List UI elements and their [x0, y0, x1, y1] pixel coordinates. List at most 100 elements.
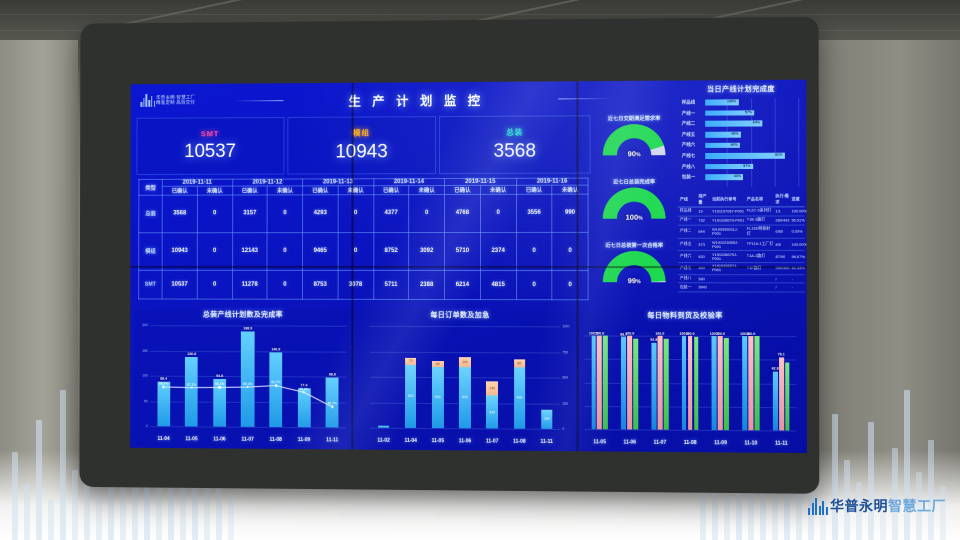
hbar-fill: 100% [705, 99, 739, 106]
chart-bar-label: 100.0 [685, 331, 695, 336]
table-row: 产线八 580 /- [677, 274, 805, 284]
plan-table-cell: 3092 [408, 232, 445, 271]
order-table-cell: Y191028079J-P001 [709, 250, 745, 263]
plan-table-sub-header: 未确认 [552, 185, 589, 195]
chart-bar-校验率 [627, 335, 633, 430]
order-table-header: 进度 [789, 191, 805, 207]
order-table-cell: 产线七 [677, 262, 697, 275]
hbar-value: 40% [730, 142, 738, 147]
plan-table-cell: 5710 [444, 232, 481, 271]
plan-table-cell: 4293 [302, 194, 338, 233]
plan-table-row-label: SMT [138, 269, 163, 300]
plan-table-cell: 0 [267, 232, 303, 271]
order-table-cell: W191023065J-P001 [709, 238, 745, 251]
hbar-row: 产线二 64% [682, 119, 801, 128]
order-table-cell: TF11A-1工厂灯 [744, 238, 774, 251]
plan-table-head: 类型 2019-11-11 2019-11-12 2019-11-13 2019-11-… [138, 178, 589, 196]
plan-table-cell: 9465 [302, 232, 338, 271]
gauge-2: 近七日总装完成率 100% [593, 178, 676, 242]
chart-xlabel: 11-04 [404, 437, 417, 444]
order-table-cell: 644 [696, 224, 710, 239]
chart-xlabel: 11-10 [744, 440, 758, 447]
plan-table-cell: 12143 [232, 232, 268, 270]
gauge-value: 99% [627, 276, 641, 285]
order-table-cell: 100.00% [789, 238, 807, 251]
chart-segment-label: 100 [462, 359, 468, 364]
hbar-row: 包装一 43% [682, 173, 801, 181]
order-table-cell [744, 274, 774, 284]
hbar-row: 产线五 40% [682, 130, 801, 139]
chart-xlabel: 11-05 [593, 439, 606, 446]
order-table-cell: 产线八 [677, 274, 697, 284]
order-table-cell: T1A-3路灯 [744, 250, 774, 263]
hbar-value: 57% [743, 163, 751, 168]
page-title: 生 产 计 划 监 控 [348, 93, 485, 109]
order-table-cell: FL2C-3系列灯 [744, 206, 774, 216]
line-plan-progress-plot: 样品线 100% 产线一 57% 产线二 64% 产线五 40% 产线六 40% 产线七 81% 产线八… [682, 98, 801, 187]
line-plan-progress-chart: 当日产线计划完成度 样品线 100% 产线一 57% 产线二 64% 产线五 40% 产线六 40… [680, 84, 803, 190]
plan-table-cell: 3078 [337, 270, 374, 300]
hbar-fill: 64% [705, 120, 763, 127]
plan-table-cell: 10943 [162, 232, 198, 270]
plan-table-sub-header: 未确认 [197, 186, 233, 196]
chart-bar-到货率 [681, 336, 687, 430]
plan-table-cell: 0 [408, 194, 445, 233]
order-table-cell [744, 283, 774, 293]
chart-bar-label: 100.0 [746, 331, 756, 336]
chart-segment-label: 60 [435, 361, 440, 366]
hbar-value: 81% [774, 152, 783, 157]
order-table-cell: 100.00% [789, 206, 807, 216]
order-table-cell: 5842 [696, 283, 711, 293]
hbar-track: 81% [705, 152, 800, 159]
kpi-cards: SMT 10537 模组 10943 总装 3568 [136, 115, 591, 176]
chart-bar-校验率 [778, 356, 784, 431]
order-table-cell: 1/1 [773, 206, 790, 216]
order-table-cell: 8/8 [773, 238, 790, 251]
chart-bar-label: 100.0 [625, 331, 635, 336]
plan-table-cell: 3568 [162, 195, 198, 233]
chart-bar-到货率 [591, 335, 597, 430]
watermark-logo-icon [808, 497, 828, 515]
order-table-cell: 产线六 [677, 250, 697, 263]
table-row: 产线六 620 Y191028079J-P001 T1A-3路灯 87/90 96.67% [677, 250, 805, 263]
chart-gridline [726, 98, 728, 188]
plan-table-cell: 0 [337, 232, 374, 271]
dashboard-header: 华普永明·智慧工厂 精准定制 高效交付 生 产 计 划 监 控 [131, 81, 611, 118]
chart-xlabel: 11-05 [185, 436, 198, 443]
order-table-header-row: 产线 排产量 当前执行单号 产品名称 执行/需求 进度 [677, 191, 805, 208]
plan-table-cell: 990 [552, 194, 589, 233]
chart-bar-segment-normal [378, 425, 390, 428]
chart-xlabel: 11-06 [213, 436, 226, 443]
chart-xlabel: 11-04 [157, 436, 170, 443]
plan-table-cell: 0 [480, 194, 517, 233]
order-table-cell: Y191028079-P001 [709, 215, 745, 225]
hbar-row: 产线六 40% [682, 141, 801, 150]
plan-table-cell: 0 [552, 270, 589, 300]
chart-xlabel: 11-11 [775, 440, 788, 447]
plan-table-cell: 0 [267, 194, 303, 233]
chart-gridline [774, 98, 776, 188]
plan-table-sub-header: 已确认 [516, 185, 553, 195]
chart-segment-label: 140 [489, 386, 495, 391]
order-table-cell: 0/80 [773, 224, 790, 239]
order-table-cell: T1B-3路灯 [744, 215, 774, 225]
chart-segment-label: 620 [407, 394, 414, 399]
brand-logo-line2: 精准定制 高效交付 [156, 99, 195, 105]
chart-gridline [750, 98, 752, 188]
plan-table-sub-header: 已确认 [373, 185, 409, 195]
chart-line-series [150, 325, 347, 427]
order-table-cell: 280/492 [773, 215, 790, 225]
plan-table-sub-header: 未确认 [267, 185, 303, 195]
plan-table-cell: 8753 [302, 270, 338, 300]
kpi-value: 10943 [335, 141, 388, 163]
title-wing-left [232, 100, 284, 102]
chart-segment-label: 320 [489, 410, 495, 415]
plan-table-cell: 3556 [516, 194, 553, 233]
chart-ytick: 200 [142, 323, 148, 328]
gauge-value: 100% [625, 212, 643, 221]
order-table-header: 产品名称 [744, 191, 774, 207]
kpi-value: 3568 [493, 140, 536, 162]
order-table-cell: 56.91% [789, 215, 805, 225]
plan-table: 类型 2019-11-11 2019-11-12 2019-11-13 2019-11-… [138, 178, 589, 301]
order-table-cell: 250/300 [773, 262, 790, 275]
